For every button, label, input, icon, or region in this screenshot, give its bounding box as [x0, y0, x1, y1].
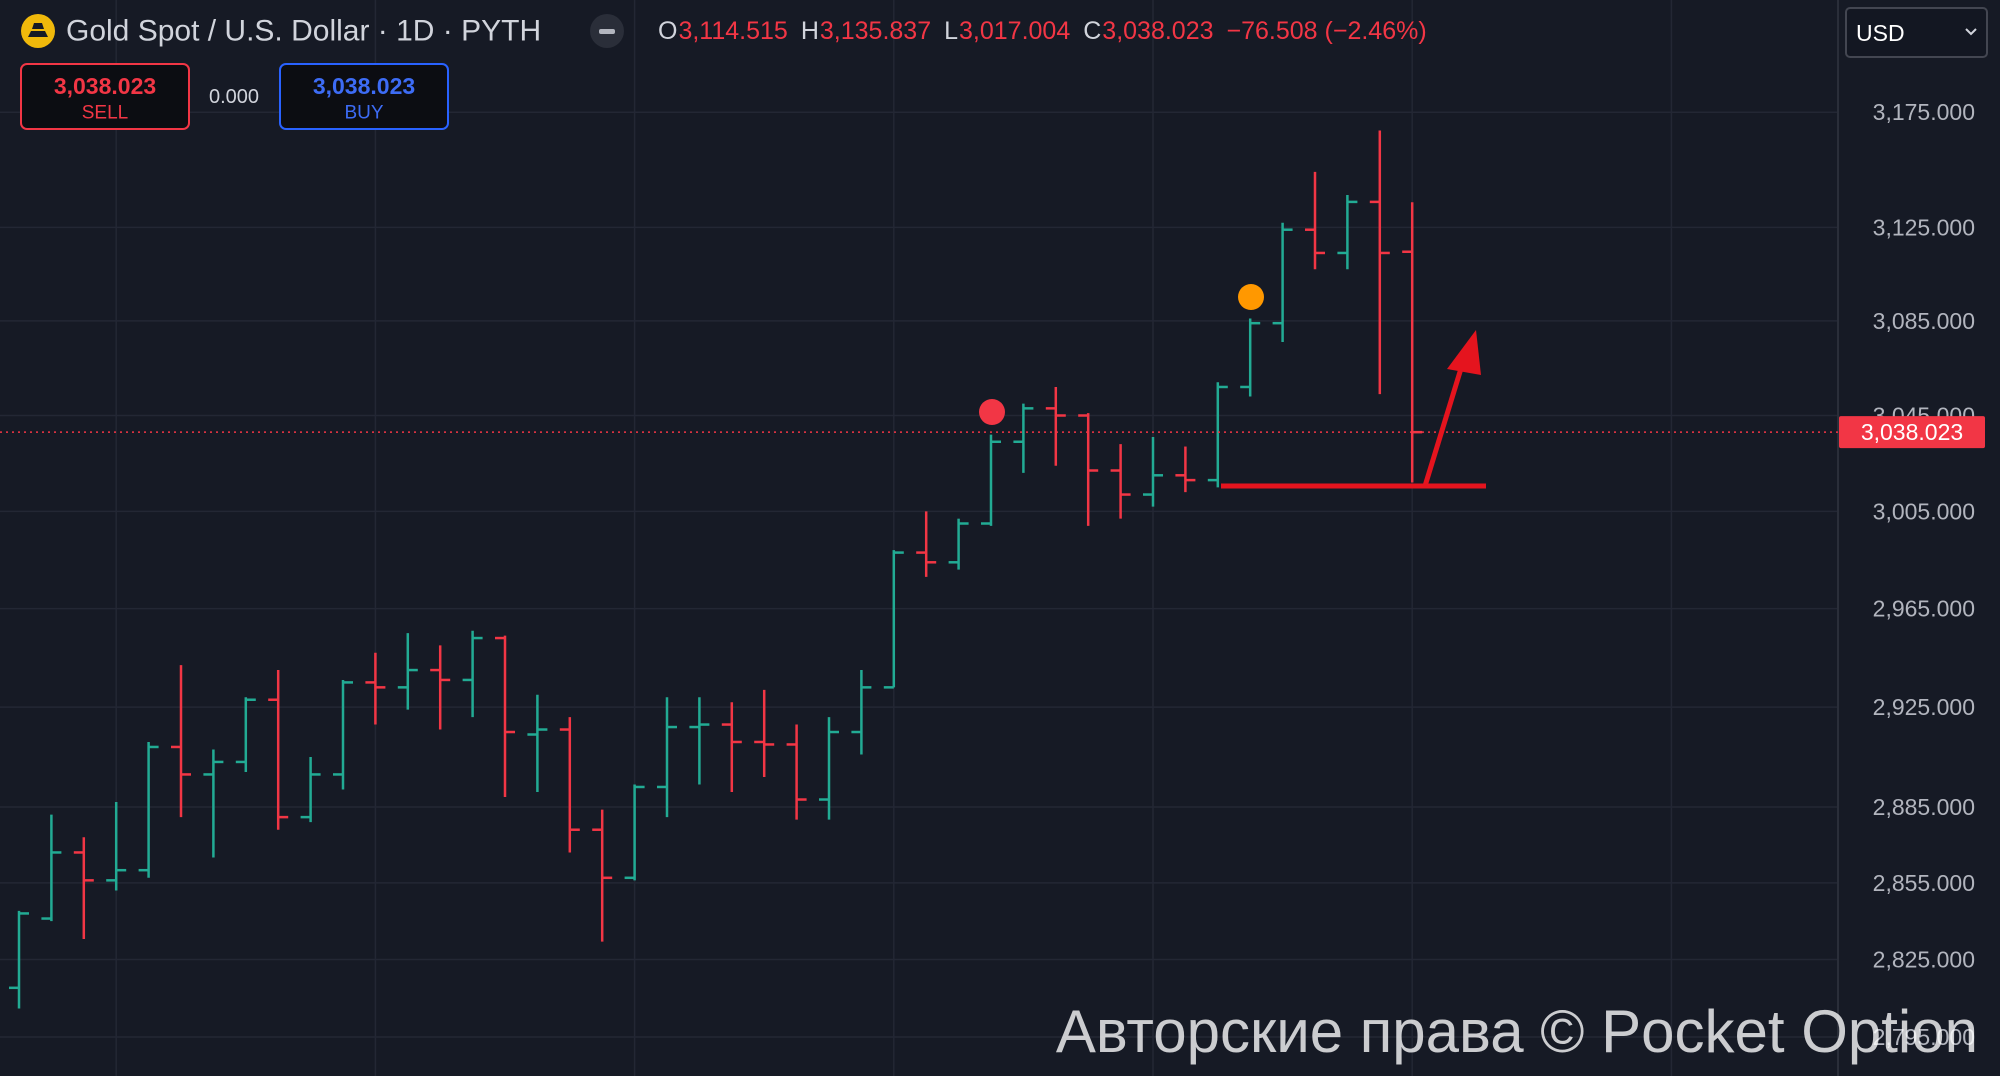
price-axis: 3,175.0003,125.0003,085.0003,045.0003,00… — [1839, 99, 1985, 1050]
ohlc-bar — [851, 670, 872, 755]
ohlc-bar — [819, 717, 839, 820]
ohlc-bar — [1045, 386, 1066, 466]
ohlc-key: H — [801, 17, 819, 45]
ohlc-bar — [1175, 446, 1196, 493]
arrow-head — [1447, 330, 1481, 375]
ohlc-bar — [754, 689, 775, 777]
ohlc-bar — [1369, 130, 1390, 395]
currency-value: USD — [1856, 20, 1905, 46]
grid — [0, 0, 1838, 1076]
ohlc-bar — [559, 717, 580, 853]
last-price-tag — [1839, 416, 1985, 449]
ohlc-value: 3,017.004 — [959, 17, 1070, 45]
ohlc-bar — [462, 630, 483, 718]
ohlc-bar — [1272, 222, 1293, 343]
ohlc-bar — [1240, 318, 1261, 397]
buy-label: BUY — [344, 103, 383, 124]
ohlc-bar — [73, 837, 94, 940]
ohlc-key: C — [1083, 17, 1101, 45]
ohlc-value: 3,135.837 — [820, 17, 931, 45]
symbol-icon-glyph — [28, 23, 48, 37]
y-tick-label: 2,825.000 — [1873, 947, 1975, 973]
ohlc-bar — [592, 809, 613, 942]
spread: 0.000 — [209, 86, 259, 108]
y-tick-label: 2,965.000 — [1873, 596, 1975, 622]
last-price-label: 3,038.023 — [1861, 419, 1963, 445]
ohlc-bar — [689, 697, 710, 785]
ohlc-bar — [235, 697, 256, 772]
currency-select[interactable] — [1845, 7, 1988, 58]
ohlc-bar — [430, 645, 451, 730]
symbol-title: Gold Spot / U.S. Dollar · 1D · PYTH — [66, 15, 541, 48]
collapse-icon — [599, 29, 615, 34]
watermark: Авторские права © Pocket Option — [1056, 998, 1978, 1065]
ohlc-value: 3,038.023 — [1102, 17, 1213, 45]
arrow-shaft — [1422, 361, 1466, 487]
ohlc-bar — [495, 635, 515, 798]
ohlc-bar — [106, 802, 127, 891]
buy-price: 3,038.023 — [313, 73, 415, 99]
dropdown-chevron — [1965, 28, 1977, 36]
ohlc-bar — [171, 665, 191, 818]
y-tick-label: 3,005.000 — [1873, 498, 1975, 524]
sell-label: SELL — [82, 103, 128, 124]
y-tick-label: 3,125.000 — [1873, 214, 1975, 240]
ohlc-bar — [203, 749, 224, 858]
ohlc-bar — [624, 784, 645, 881]
ohlc-bar — [1337, 194, 1358, 270]
ohlc-bar — [916, 511, 937, 577]
ohlc-bar — [1078, 413, 1099, 526]
marker-dot — [979, 399, 1005, 425]
ohlc-bar — [1110, 444, 1131, 519]
ohlc-bar — [527, 694, 548, 792]
ohlc-key: O — [658, 17, 677, 45]
ohlc-bar — [9, 910, 29, 1009]
ohlc-bar — [397, 633, 418, 710]
price-change: −76.508 (−2.46%) — [1227, 17, 1427, 45]
buy-button[interactable] — [279, 63, 449, 130]
ohlc-key: L — [944, 17, 958, 45]
ohlc-legend: O 3,114.515 H 3,135.837 L 3,017.004 C 3,038.023… — [658, 17, 1427, 45]
y-tick-label: 2,925.000 — [1873, 694, 1975, 720]
y-tick-label: 3,175.000 — [1873, 99, 1975, 125]
y-tick-label: 2,855.000 — [1873, 870, 1975, 896]
ohlc-bar — [657, 697, 677, 818]
ohlc-bar — [41, 814, 62, 922]
y-tick-label: 2,885.000 — [1873, 794, 1975, 820]
sell-price: 3,038.023 — [54, 73, 156, 99]
ohlc-value: 3,114.515 — [678, 17, 787, 45]
ohlc-bar — [948, 518, 969, 570]
ohlc-bar — [333, 679, 353, 790]
ohlc-bar — [721, 702, 742, 792]
ohlc-bar — [1305, 171, 1325, 270]
sell-button[interactable] — [20, 63, 190, 130]
y-tick-label: 2,795.000 — [1873, 1024, 1975, 1050]
ohlc-bar — [138, 741, 159, 878]
ohlc-bar — [365, 652, 386, 725]
y-tick-label: 3,085.000 — [1873, 308, 1975, 334]
ohlc-bar — [981, 434, 1001, 526]
ohlc-bar — [268, 670, 289, 830]
ohlc-bar — [300, 756, 321, 823]
ohlc-bar — [1013, 403, 1034, 473]
marker-dot — [1238, 284, 1264, 310]
ohlc-bar — [1207, 382, 1228, 488]
ohlc-bar — [1143, 436, 1163, 507]
ohlc-bar — [883, 550, 904, 689]
ohlc-bar — [786, 724, 807, 820]
price-bars — [0, 130, 1838, 1009]
